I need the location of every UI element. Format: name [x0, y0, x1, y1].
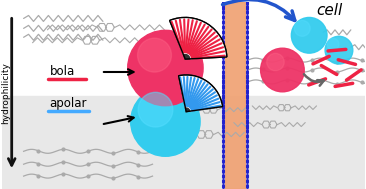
Text: hydrophilicity: hydrophilicity: [1, 62, 10, 124]
Circle shape: [138, 92, 173, 127]
Circle shape: [291, 17, 327, 53]
Circle shape: [267, 53, 284, 71]
Wedge shape: [169, 17, 227, 59]
Wedge shape: [179, 76, 221, 111]
Text: bola: bola: [49, 65, 75, 78]
Circle shape: [131, 87, 200, 156]
Circle shape: [294, 20, 310, 36]
Circle shape: [128, 30, 203, 106]
Circle shape: [261, 48, 304, 92]
Wedge shape: [171, 19, 226, 59]
Circle shape: [325, 36, 353, 64]
Bar: [225, 2, 245, 189]
Bar: [2, 96, 365, 189]
Text: cell: cell: [316, 3, 342, 18]
Bar: [2, 2, 365, 96]
Circle shape: [327, 38, 339, 50]
Circle shape: [138, 38, 171, 72]
Text: apolar: apolar: [49, 97, 87, 110]
Wedge shape: [179, 75, 223, 112]
